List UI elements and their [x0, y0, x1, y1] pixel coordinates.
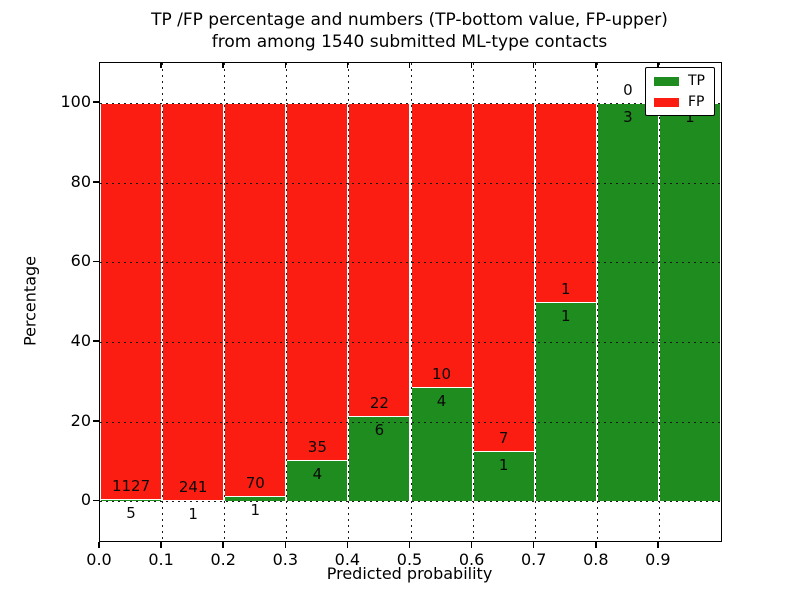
x-tick-mark	[470, 542, 473, 548]
tp-count-label: 1	[188, 504, 198, 523]
plot-area: 11275241170135422610471110301	[99, 62, 722, 542]
x-tick-mark	[98, 542, 100, 548]
v-gridline	[162, 63, 164, 541]
x-axis-label: Predicted probability	[326, 564, 493, 583]
v-gridline	[348, 63, 350, 541]
v-gridline	[472, 63, 474, 541]
chart-title: TP /FP percentage and numbers (TP-bottom…	[99, 9, 720, 53]
fp-bar-segment	[410, 102, 473, 388]
x-tick-mark	[222, 542, 224, 548]
x-tick-mark	[657, 542, 659, 548]
x-tick-mark	[532, 542, 535, 548]
fp-count-label: 0	[623, 80, 633, 99]
x-tick-mark	[160, 542, 162, 548]
y-tick-mark	[93, 420, 99, 422]
x-top-tick-mark	[346, 62, 349, 68]
x-top-tick-mark	[595, 62, 597, 68]
x-top-tick-mark	[408, 62, 411, 68]
x-tick-label: 0.6	[458, 550, 485, 569]
fp-bar-segment	[534, 102, 597, 302]
tp-bar-segment	[410, 387, 473, 502]
legend-row-fp: FP	[654, 95, 705, 109]
y-axis-label: Percentage	[20, 255, 40, 347]
tp-bar-segment	[534, 302, 597, 502]
y-tick-mark	[93, 340, 99, 342]
v-gridline	[410, 63, 412, 541]
legend-label-fp: FP	[688, 94, 705, 110]
x-tick-mark	[408, 542, 411, 548]
fp-count-label: 1	[560, 280, 571, 298]
tp-count-label: 4	[312, 465, 323, 484]
y-tick-mark	[93, 181, 99, 183]
tp-count-label: 4	[436, 392, 447, 411]
x-tick-label: 0.0	[86, 550, 112, 569]
x-top-tick-mark	[160, 62, 162, 68]
fp-count-label: 1127	[111, 477, 151, 496]
fp-bar-segment	[472, 102, 535, 452]
tp-count-label: 3	[623, 107, 633, 126]
fp-count-label: 35	[307, 438, 327, 457]
tp-count-label: 6	[374, 420, 385, 439]
x-top-tick-mark	[657, 62, 659, 68]
legend-label-tp: TP	[688, 73, 705, 89]
x-tick-label: 0.8	[583, 550, 609, 569]
tp-count-label: 1	[250, 500, 261, 519]
chart-title-line2: from among 1540 submitted ML-type contac…	[211, 32, 608, 52]
tp-bar-segment	[100, 499, 163, 502]
tp-count-label: 1	[498, 456, 509, 475]
tp-count-label: 1	[685, 107, 695, 126]
y-tick-label: 60	[70, 251, 91, 271]
v-gridline	[596, 63, 598, 541]
y-tick-label: 100	[60, 91, 91, 111]
x-top-tick-mark	[222, 62, 224, 68]
x-top-tick-mark	[532, 62, 535, 68]
v-gridline	[286, 63, 288, 541]
y-tick-mark	[93, 101, 99, 103]
y-tick-label: 40	[70, 330, 91, 350]
tp-count-label: 5	[126, 504, 136, 523]
y-tick-label: 80	[70, 171, 91, 191]
tp-color-swatch-icon	[654, 76, 679, 86]
fp-bar-segment	[100, 102, 163, 500]
tp-bar-segment	[658, 102, 721, 502]
fp-count-label: 241	[178, 477, 208, 496]
x-tick-mark	[595, 542, 597, 548]
x-tick-label: 0.3	[272, 550, 299, 569]
x-tick-label: 0.1	[148, 550, 174, 569]
fp-bar-segment	[348, 102, 411, 416]
tp-bar-segment	[286, 460, 349, 502]
v-gridline	[224, 63, 226, 541]
legend-row-tp: TP	[654, 74, 705, 88]
x-tick-mark	[346, 542, 349, 548]
tp-count-label: 1	[560, 307, 571, 325]
v-gridline	[534, 63, 536, 541]
fp-bar-segment	[224, 102, 287, 496]
tp-bar-segment	[596, 102, 659, 502]
x-tick-mark	[284, 542, 287, 548]
fp-count-label: 10	[432, 365, 452, 384]
fp-count-label: 70	[245, 473, 265, 492]
tp-bar-segment	[472, 451, 535, 502]
x-tick-label: 0.4	[334, 550, 361, 569]
tp-bar-segment	[348, 415, 411, 502]
legend: TP FP	[645, 67, 715, 116]
x-tick-label: 0.9	[645, 550, 671, 569]
y-tick-mark	[93, 260, 99, 263]
x-top-tick-mark	[284, 62, 287, 68]
x-tick-label: 0.5	[396, 550, 423, 569]
y-tick-label: 20	[70, 410, 91, 430]
fp-color-swatch-icon	[654, 97, 679, 107]
fp-count-label: 22	[369, 393, 389, 412]
chart-title-line1: TP /FP percentage and numbers (TP-bottom…	[151, 10, 668, 30]
x-tick-label: 0.7	[520, 550, 547, 569]
x-tick-label: 0.2	[210, 550, 236, 569]
y-tick-mark	[93, 499, 99, 502]
fp-count-label: 7	[498, 429, 509, 448]
y-tick-label: 0	[80, 490, 91, 510]
v-gridline	[658, 63, 660, 541]
fp-bar-segment	[162, 102, 225, 500]
fp-bar-segment	[286, 102, 349, 461]
x-top-tick-mark	[470, 62, 473, 68]
